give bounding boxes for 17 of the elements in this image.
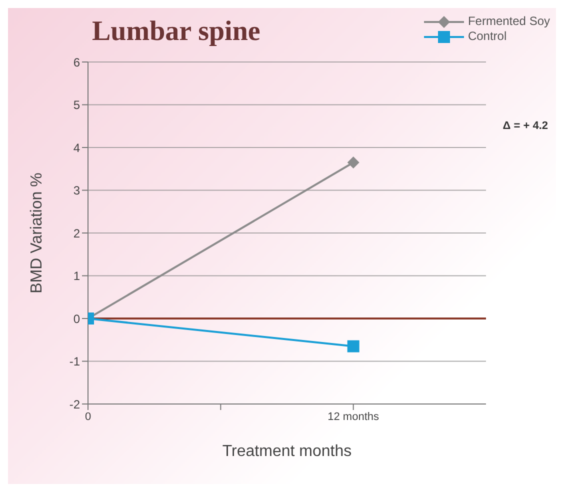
legend-label: Fermented Soy xyxy=(466,14,550,29)
x-tick-label: 12 months xyxy=(328,410,380,423)
y-tick-label: 0 xyxy=(73,312,80,326)
y-tick-label: 5 xyxy=(73,98,80,112)
y-tick-label: 2 xyxy=(73,226,80,240)
chart-title: Lumbar spine xyxy=(92,16,260,48)
x-axis-title: Treatment months xyxy=(222,443,352,460)
point xyxy=(347,156,360,168)
y-tick-label: -1 xyxy=(69,354,80,369)
text: Δ = + 4.2 xyxy=(502,120,548,132)
y-axis-title: BMD Variation % xyxy=(28,172,46,294)
y-tick-label: 6 xyxy=(73,55,80,70)
y-tick-label: 3 xyxy=(73,184,80,198)
y-tick-label: 4 xyxy=(73,140,80,155)
y-tick-label: 1 xyxy=(73,269,80,284)
y-tick-label: -2 xyxy=(69,397,80,412)
legend-label: Control xyxy=(466,29,508,44)
